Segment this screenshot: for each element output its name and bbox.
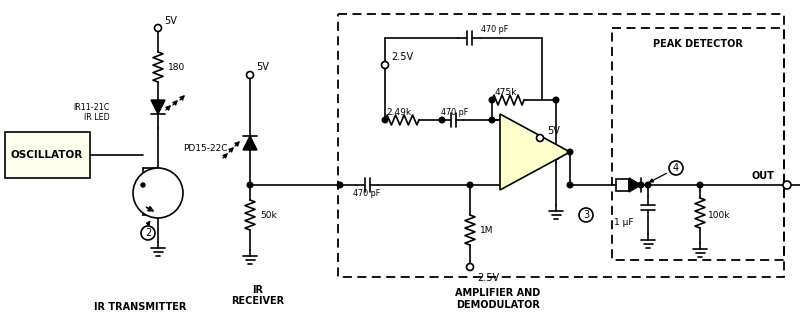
- Circle shape: [579, 208, 593, 222]
- Text: OSCILLATOR: OSCILLATOR: [11, 150, 83, 160]
- Text: OUT: OUT: [752, 171, 775, 181]
- Text: 4: 4: [673, 163, 679, 173]
- Text: −: −: [501, 124, 514, 140]
- Text: MAX4230: MAX4230: [506, 152, 561, 162]
- Polygon shape: [151, 100, 165, 114]
- Circle shape: [141, 183, 145, 187]
- Circle shape: [567, 182, 573, 188]
- Circle shape: [246, 71, 254, 78]
- Circle shape: [537, 134, 543, 141]
- Circle shape: [439, 117, 445, 123]
- Circle shape: [133, 168, 183, 218]
- Text: PD15-22C: PD15-22C: [183, 143, 228, 153]
- Text: 475k: 475k: [495, 87, 518, 97]
- Text: IR11-21C: IR11-21C: [74, 102, 110, 111]
- Text: AMPLIFIER AND: AMPLIFIER AND: [455, 288, 541, 298]
- Circle shape: [247, 182, 253, 188]
- Text: 100k: 100k: [708, 211, 730, 220]
- Text: 2.5V: 2.5V: [391, 52, 413, 62]
- Circle shape: [698, 182, 702, 188]
- Circle shape: [141, 226, 155, 240]
- Text: IR TRANSMITTER: IR TRANSMITTER: [94, 302, 186, 312]
- Polygon shape: [500, 114, 570, 190]
- Text: IR: IR: [253, 285, 263, 295]
- Bar: [338, 14, 784, 277]
- Text: IR LED: IR LED: [84, 113, 110, 122]
- Circle shape: [154, 25, 162, 31]
- Circle shape: [490, 97, 495, 103]
- Text: 50k: 50k: [260, 211, 277, 220]
- Text: RECEIVER: RECEIVER: [231, 296, 285, 306]
- Circle shape: [490, 117, 495, 123]
- Text: 2.5V: 2.5V: [477, 273, 499, 283]
- Text: 5V: 5V: [164, 16, 177, 26]
- Bar: [5, 132, 90, 178]
- Circle shape: [466, 263, 474, 270]
- Polygon shape: [243, 136, 257, 150]
- Text: 5V: 5V: [547, 126, 560, 136]
- Text: 3: 3: [583, 210, 589, 220]
- Circle shape: [567, 149, 573, 155]
- Polygon shape: [629, 178, 641, 192]
- Text: 2.49k: 2.49k: [386, 108, 411, 116]
- Circle shape: [638, 182, 644, 188]
- Bar: [612, 28, 784, 260]
- Text: +: +: [501, 163, 514, 178]
- Text: PEAK DETECTOR: PEAK DETECTOR: [653, 39, 743, 49]
- Circle shape: [646, 182, 651, 188]
- Circle shape: [554, 97, 558, 103]
- Text: 5V: 5V: [256, 62, 269, 72]
- Circle shape: [783, 181, 791, 189]
- Text: 1 μF: 1 μF: [614, 218, 634, 227]
- Text: 1M: 1M: [480, 226, 494, 235]
- Circle shape: [382, 117, 388, 123]
- Text: 470 pF: 470 pF: [482, 25, 509, 34]
- Text: 2: 2: [145, 228, 151, 238]
- Text: 470 pF: 470 pF: [354, 188, 381, 197]
- Text: 180: 180: [168, 62, 186, 71]
- Circle shape: [382, 61, 389, 68]
- Circle shape: [467, 182, 473, 188]
- Circle shape: [338, 182, 343, 188]
- Bar: [616, 179, 629, 191]
- Text: 470 pF: 470 pF: [442, 108, 469, 116]
- Circle shape: [669, 161, 683, 175]
- Text: DEMODULATOR: DEMODULATOR: [456, 300, 540, 310]
